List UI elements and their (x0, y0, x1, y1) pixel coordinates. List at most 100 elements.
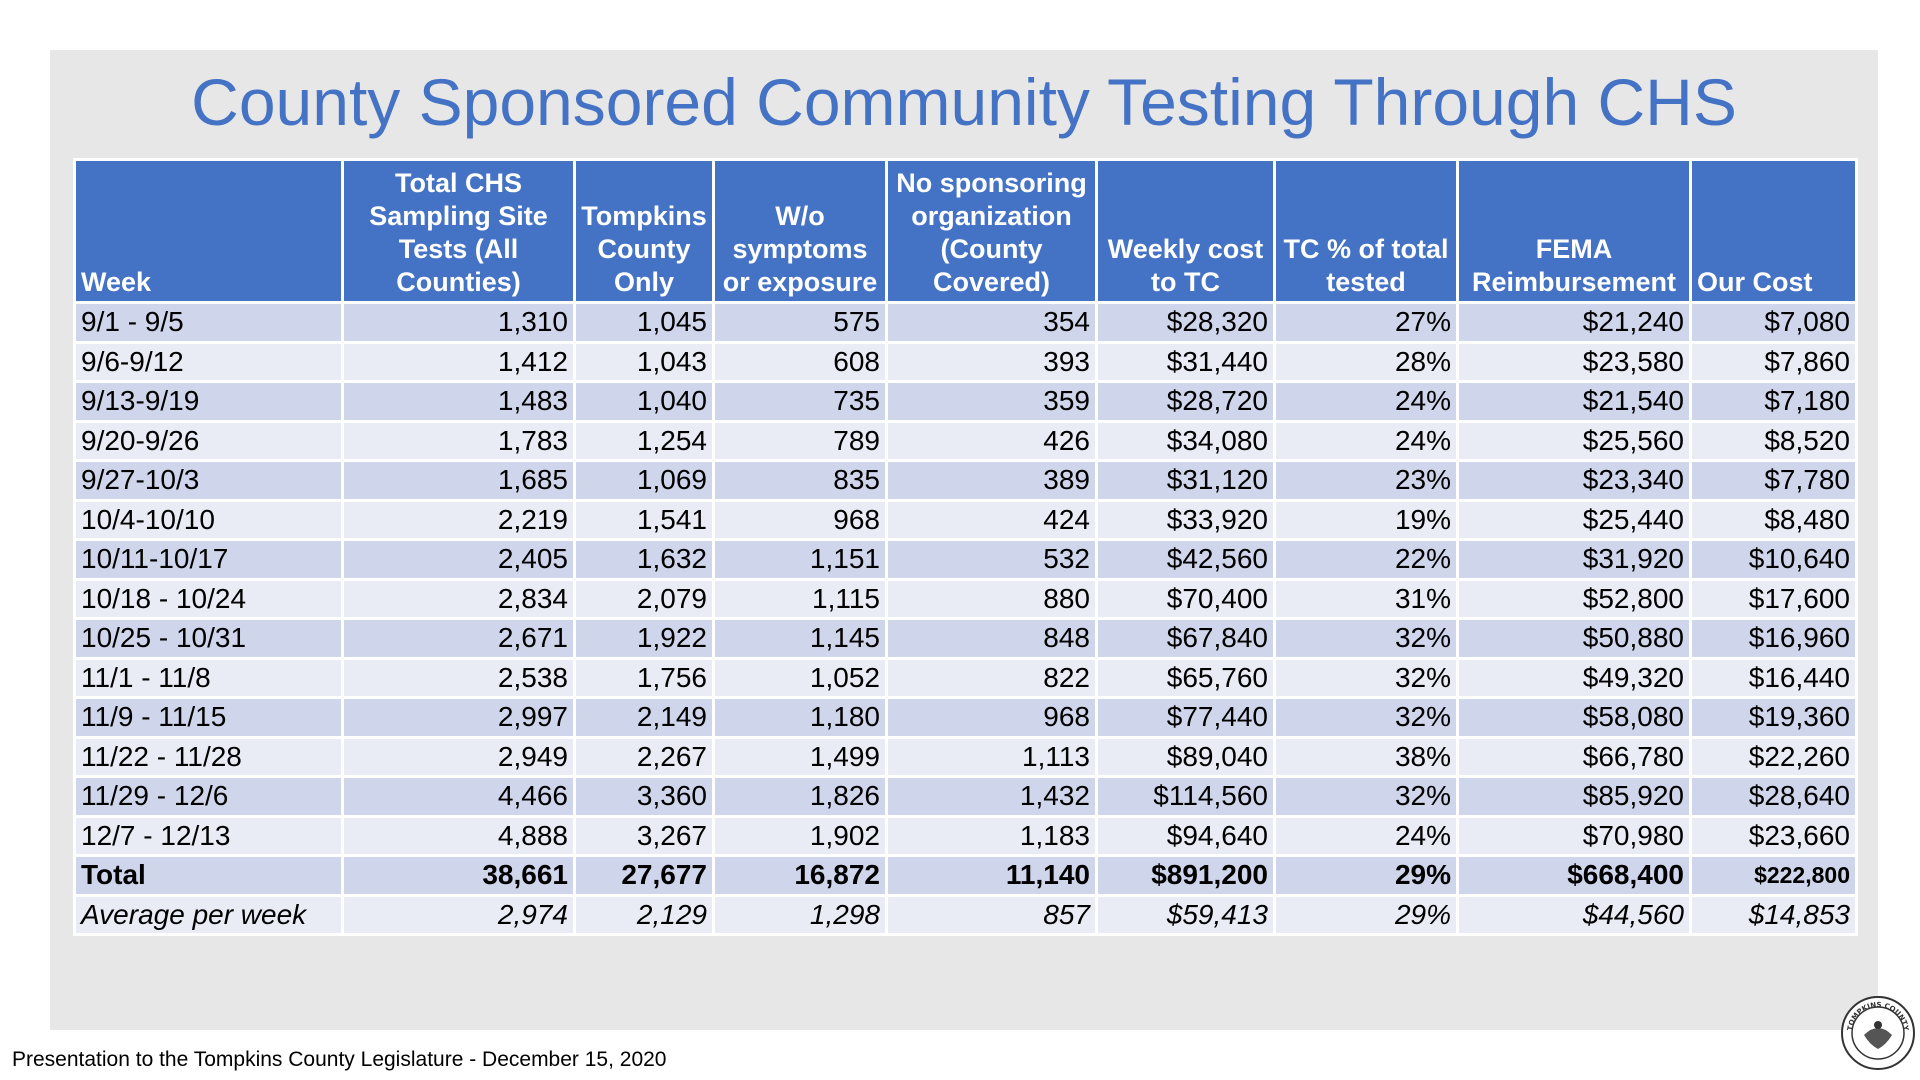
table-cell: 1,043 (573, 340, 715, 383)
table-cell: $85,920 (1456, 775, 1692, 818)
table-cell: 1,922 (573, 617, 715, 660)
row-label-cell: 10/18 - 10/24 (73, 577, 344, 620)
table-cell: 359 (885, 380, 1098, 423)
table-cell: $67,840 (1095, 617, 1276, 660)
table-cell: 426 (885, 419, 1098, 462)
table-row: 10/25 - 10/31 2,671 1,922 1,145 848 $67,840 32… (73, 617, 1858, 660)
table-cell: $31,120 (1095, 459, 1276, 502)
table-cell: 389 (885, 459, 1098, 502)
table-cell: $66,780 (1456, 735, 1692, 778)
row-label-cell: 9/1 - 9/5 (73, 301, 344, 344)
table-cell: 789 (712, 419, 888, 462)
table-cell: $21,540 (1456, 380, 1692, 423)
table-cell: 857 (885, 893, 1098, 936)
table-cell: $25,560 (1456, 419, 1692, 462)
table-cell: 1,412 (341, 340, 576, 383)
table-cell: $891,200 (1095, 854, 1276, 897)
table-row: 10/11-10/17 2,405 1,632 1,151 532 $42,560 22% $… (73, 538, 1858, 581)
table-cell: $114,560 (1095, 775, 1276, 818)
table-cell: $23,580 (1456, 340, 1692, 383)
table-cell: $31,440 (1095, 340, 1276, 383)
table-row: 11/22 - 11/28 2,949 2,267 1,499 1,113 $89,040… (73, 735, 1858, 778)
table-cell: 575 (712, 301, 888, 344)
table-cell: $23,340 (1456, 459, 1692, 502)
table-cell: $50,880 (1456, 617, 1692, 660)
table-cell: $10,640 (1689, 538, 1858, 581)
column-header: TC % of total tested (1273, 158, 1459, 304)
table-cell: $668,400 (1456, 854, 1692, 897)
table-cell: 532 (885, 538, 1098, 581)
average-row: Average per week 2,974 2,129 1,298 857 $59,41… (73, 893, 1858, 936)
table-cell: $7,860 (1689, 340, 1858, 383)
table-cell: $28,720 (1095, 380, 1276, 423)
table-cell: 2,149 (573, 696, 715, 739)
table-cell: $28,320 (1095, 301, 1276, 344)
row-label-cell: 9/27-10/3 (73, 459, 344, 502)
table-cell: 1,902 (712, 814, 888, 857)
table-cell: 29% (1273, 854, 1459, 897)
table-cell: 1,145 (712, 617, 888, 660)
table-cell: $49,320 (1456, 656, 1692, 699)
table-cell: $8,520 (1689, 419, 1858, 462)
table-row: 11/29 - 12/6 4,466 3,360 1,826 1,432 $114,560… (73, 775, 1858, 818)
table-cell: $65,760 (1095, 656, 1276, 699)
table-cell: $222,800 (1689, 854, 1858, 897)
row-label-cell: 9/20-9/26 (73, 419, 344, 462)
table-cell: 29% (1273, 893, 1459, 936)
table-cell: 1,183 (885, 814, 1098, 857)
table-cell: 1,483 (341, 380, 576, 423)
table-cell: 28% (1273, 340, 1459, 383)
table-cell: 1,826 (712, 775, 888, 818)
table-cell: $14,853 (1689, 893, 1858, 936)
table-cell: 735 (712, 380, 888, 423)
table-row: 9/6-9/12 1,412 1,043 608 393 $31,440 28% $23,58… (73, 340, 1858, 383)
row-label-cell: 11/1 - 11/8 (73, 656, 344, 699)
table-cell: $77,440 (1095, 696, 1276, 739)
table-cell: 38,661 (341, 854, 576, 897)
table-cell: $16,960 (1689, 617, 1858, 660)
table-cell: $7,180 (1689, 380, 1858, 423)
table-cell: 2,079 (573, 577, 715, 620)
table-cell: $70,400 (1095, 577, 1276, 620)
table-cell: $70,980 (1456, 814, 1692, 857)
table-cell: $34,080 (1095, 419, 1276, 462)
table-cell: 1,069 (573, 459, 715, 502)
table-cell: $25,440 (1456, 498, 1692, 541)
table-cell: 2,538 (341, 656, 576, 699)
table-cell: 608 (712, 340, 888, 383)
table-cell: 2,267 (573, 735, 715, 778)
footer-text: Presentation to the Tompkins County Legi… (12, 1048, 667, 1071)
table-cell: 16,872 (712, 854, 888, 897)
table-row: 11/9 - 11/15 2,997 2,149 1,180 968 $77,440 32%… (73, 696, 1858, 739)
table-cell: 3,360 (573, 775, 715, 818)
column-header: W/o symptoms or exposure (712, 158, 888, 304)
column-header: Tompkins County Only (573, 158, 715, 304)
table-cell: 822 (885, 656, 1098, 699)
row-label-cell: 9/13-9/19 (73, 380, 344, 423)
table-cell: $23,660 (1689, 814, 1858, 857)
table-cell: 1,113 (885, 735, 1098, 778)
column-header: Our Cost (1689, 158, 1858, 304)
column-header: Total CHS Sampling Site Tests (All Count… (341, 158, 576, 304)
table-cell: 1,541 (573, 498, 715, 541)
table-cell: $16,440 (1689, 656, 1858, 699)
table-cell: 3,267 (573, 814, 715, 857)
table-cell: 2,405 (341, 538, 576, 581)
row-label-cell: 10/25 - 10/31 (73, 617, 344, 660)
column-header: Week (73, 158, 344, 304)
table-header-row: Week Total CHS Sampling Site Tests (All C… (73, 158, 1858, 304)
table-cell: 23% (1273, 459, 1459, 502)
table-cell: $21,240 (1456, 301, 1692, 344)
table-cell: 880 (885, 577, 1098, 620)
table-cell: 11,140 (885, 854, 1098, 897)
table-cell: $59,413 (1095, 893, 1276, 936)
table-row: 10/18 - 10/24 2,834 2,079 1,115 880 $70,400 31… (73, 577, 1858, 620)
table-cell: $19,360 (1689, 696, 1858, 739)
table-cell: $8,480 (1689, 498, 1858, 541)
table-cell: $42,560 (1095, 538, 1276, 581)
table-cell: 1,045 (573, 301, 715, 344)
table-cell: $17,600 (1689, 577, 1858, 620)
table-cell: 1,298 (712, 893, 888, 936)
table-cell: 2,949 (341, 735, 576, 778)
table-row: 9/1 - 9/5 1,310 1,045 575 354 $28,320 27% $21,2… (73, 301, 1858, 344)
